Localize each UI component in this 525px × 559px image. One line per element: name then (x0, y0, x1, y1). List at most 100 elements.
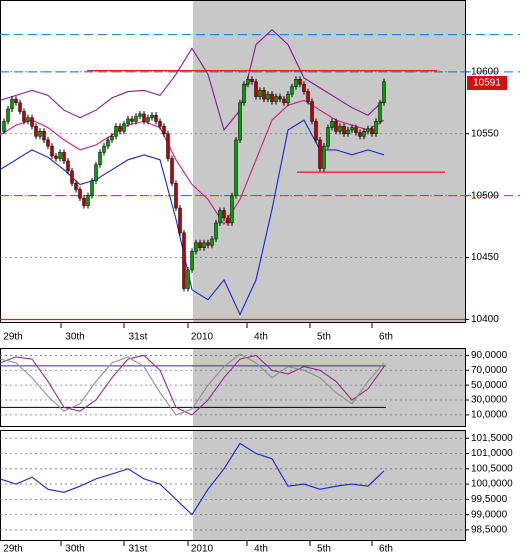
candle (266, 93, 270, 100)
candle (174, 183, 178, 209)
x-tick-label: 29th (3, 544, 22, 555)
candle (206, 242, 210, 246)
candle (166, 133, 170, 159)
candle (246, 79, 250, 85)
candle (214, 222, 218, 240)
candle (38, 131, 42, 137)
series-line (0, 354, 385, 416)
series-line (0, 353, 385, 416)
candle (342, 126, 346, 135)
candle (30, 117, 34, 127)
series-line (0, 99, 385, 226)
x-tick-label: 30th (65, 544, 84, 555)
candle (126, 118, 130, 125)
candle (354, 127, 358, 133)
y-tick-label: 70,0000 (471, 365, 508, 376)
candle (350, 127, 354, 131)
y-tick-label: 10450 (471, 252, 499, 263)
candle (86, 195, 90, 206)
candle (122, 123, 126, 132)
candle (258, 90, 262, 97)
y-tick-label: 50,0000 (471, 380, 508, 391)
candle (182, 232, 186, 289)
x-tick-label: 31st (129, 544, 148, 555)
candle (222, 210, 226, 219)
candle (358, 132, 362, 137)
y-tick-label: 101,5000 (471, 433, 513, 444)
y-tick-label: 30,0000 (471, 395, 508, 406)
candle (54, 155, 58, 159)
candle (326, 127, 330, 147)
candle (346, 129, 350, 135)
candle (198, 242, 202, 248)
series-line (0, 442, 385, 516)
candle (2, 121, 6, 132)
candle (314, 121, 318, 141)
candle (162, 126, 166, 135)
candle (82, 197, 86, 206)
candle (98, 152, 102, 165)
y-tick-label: 10,0000 (471, 409, 508, 420)
candle (150, 114, 154, 118)
series-line (0, 28, 385, 132)
candle (106, 139, 110, 147)
candle (146, 117, 150, 122)
candle (50, 145, 54, 157)
y-tick-label: 101,0000 (471, 448, 513, 459)
candle (230, 195, 234, 224)
x-tick-label: 4th (254, 544, 268, 555)
candle (298, 79, 302, 85)
candle (322, 145, 326, 169)
candle (178, 207, 182, 234)
candle (130, 118, 134, 122)
candle (286, 93, 290, 104)
candle (110, 135, 114, 141)
candle (362, 131, 366, 137)
candle (190, 251, 194, 271)
candle (290, 86, 294, 95)
candle (310, 101, 314, 122)
candle (18, 102, 22, 112)
candle (242, 83, 246, 104)
candle (94, 164, 98, 182)
candle (262, 90, 266, 100)
candle (294, 79, 298, 87)
candle (34, 126, 38, 137)
candle (46, 139, 50, 147)
candle (278, 96, 282, 100)
y-tick-label: 10600 (471, 66, 499, 77)
x-tick-label: 5th (317, 544, 331, 555)
candle (154, 114, 158, 122)
x-tick-label: 31st (129, 332, 148, 343)
candle (6, 108, 10, 122)
candle (202, 242, 206, 248)
y-tick-label: 10400 (471, 314, 499, 325)
candle (102, 145, 106, 153)
x-tick-label: 30th (65, 332, 84, 343)
candle (334, 121, 338, 132)
candle (282, 98, 286, 104)
candle (14, 98, 18, 104)
price-tag-box (467, 75, 507, 90)
candle (74, 183, 78, 190)
candle (318, 139, 322, 169)
candle (22, 111, 26, 122)
y-tick-label: 99,0000 (471, 509, 508, 520)
candle (66, 160, 70, 172)
candle (186, 269, 190, 289)
candle (382, 81, 386, 104)
candle (274, 96, 278, 102)
x-tick-label: 4th (254, 332, 268, 343)
candle (118, 126, 122, 132)
shaded-region (193, 430, 465, 540)
candle (194, 242, 198, 252)
candle (114, 126, 118, 137)
candle (234, 139, 238, 196)
x-tick-label: 5th (317, 332, 331, 343)
candle (210, 238, 214, 246)
candle (238, 102, 242, 141)
y-tick-label: 98,5000 (471, 525, 508, 536)
panel-frame (0, 430, 466, 541)
candle (78, 189, 82, 199)
